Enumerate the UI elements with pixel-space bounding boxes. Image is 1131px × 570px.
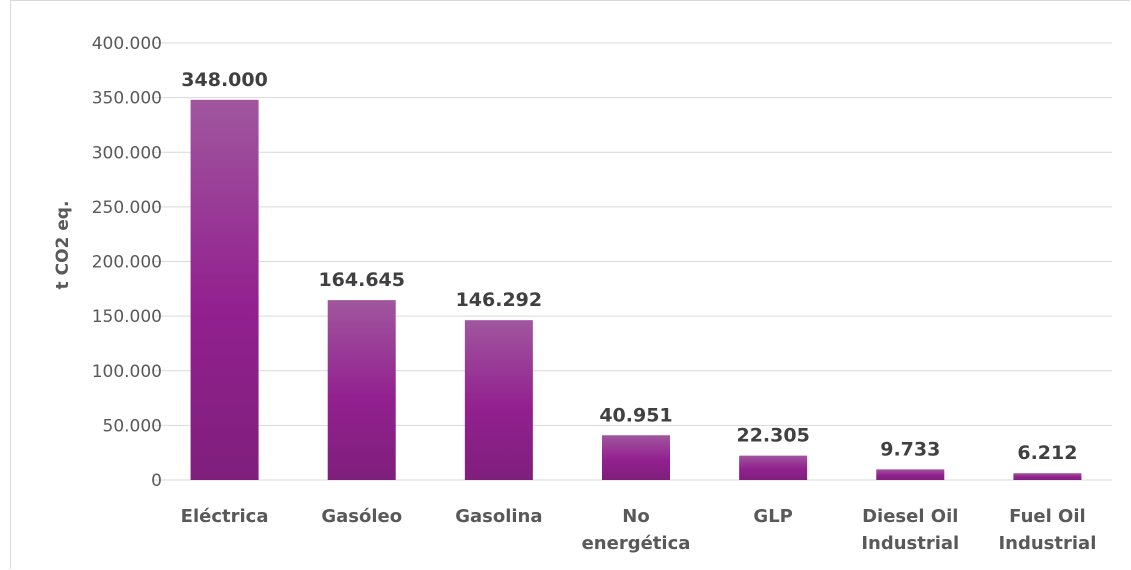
bars: [190, 99, 1082, 480]
x-axis-categories: Eléctrica Gasóleo Gasolina No energética GLP D…: [181, 506, 1097, 554]
x-category-label: energética: [582, 533, 691, 554]
data-label: 9.733: [880, 438, 940, 460]
data-label: 348.000: [181, 69, 268, 91]
y-tick-label: 350.000: [92, 89, 162, 109]
y-tick-label: 100.000: [92, 362, 162, 382]
x-category-label: GLP: [753, 506, 792, 527]
bar: [602, 435, 670, 480]
data-labels: 348.000 164.645 146.292 40.951 22.305 9.733 6.…: [181, 69, 1077, 464]
data-label: 6.212: [1017, 442, 1077, 464]
data-label: 40.951: [599, 404, 672, 426]
data-label: 22.305: [736, 425, 809, 447]
bar: [190, 99, 259, 480]
data-label: 164.645: [318, 269, 405, 291]
y-axis-title: t CO2 eq.: [53, 201, 73, 290]
bar: [876, 469, 945, 480]
x-category-label: Industrial: [861, 533, 959, 554]
x-category-label: Gasóleo: [321, 506, 402, 527]
y-tick-label: 150.000: [92, 307, 162, 327]
bar: [739, 455, 808, 480]
chart-frame: [10, 0, 1130, 569]
x-category-label: Industrial: [998, 533, 1096, 554]
x-category-label: Diesel Oil: [862, 506, 958, 527]
x-category-label: Gasolina: [455, 506, 542, 527]
bar: [1013, 473, 1082, 480]
x-category-label: No: [622, 506, 649, 527]
x-category-label: Fuel Oil: [1009, 506, 1086, 527]
bar: [327, 300, 396, 480]
y-tick-label: 250.000: [92, 198, 162, 218]
x-category-label: Eléctrica: [181, 506, 269, 527]
y-axis-ticks: 0 50.000 100.000 150.000 200.000 250.000 300.0…: [92, 34, 162, 491]
y-tick-label: 400.000: [92, 34, 162, 54]
y-tick-label: 0: [151, 471, 162, 491]
y-tick-label: 200.000: [92, 253, 162, 273]
data-label: 146.292: [456, 289, 543, 311]
bar: [464, 320, 533, 480]
y-tick-label: 50.000: [103, 416, 162, 436]
y-tick-label: 300.000: [92, 143, 162, 163]
